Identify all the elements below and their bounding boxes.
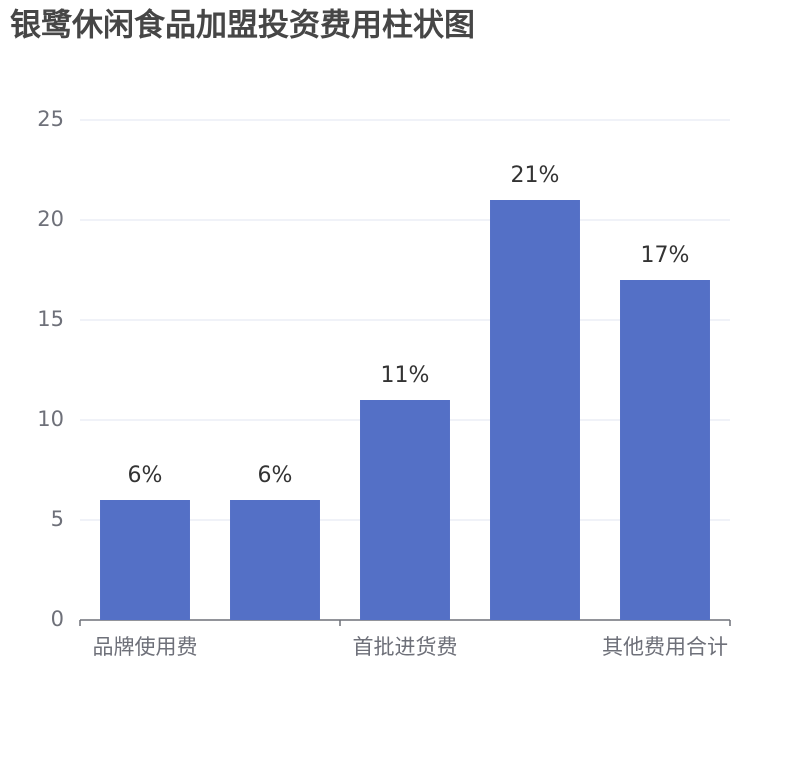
x-tick-label: 品牌使用费 xyxy=(93,635,198,659)
x-tick-label: 其他费用合计 xyxy=(602,635,728,659)
value-label: 6% xyxy=(258,463,293,488)
y-tick-label: 5 xyxy=(51,507,64,531)
value-label: 6% xyxy=(128,463,163,488)
y-tick-label: 20 xyxy=(37,207,64,231)
y-tick-label: 10 xyxy=(37,407,64,431)
bar xyxy=(490,200,580,620)
chart-title: 银鹭休闲食品加盟投资费用柱状图 xyxy=(10,8,475,44)
bar xyxy=(100,500,190,620)
y-tick-label: 15 xyxy=(37,307,64,331)
bar xyxy=(230,500,320,620)
y-tick-label: 25 xyxy=(37,107,64,131)
value-label: 17% xyxy=(641,243,690,268)
x-tick-label: 首批进货费 xyxy=(353,635,458,659)
value-label: 21% xyxy=(511,163,560,188)
y-tick-label: 0 xyxy=(51,607,64,631)
bar xyxy=(360,400,450,620)
bar xyxy=(620,280,710,620)
value-label: 11% xyxy=(381,363,430,388)
